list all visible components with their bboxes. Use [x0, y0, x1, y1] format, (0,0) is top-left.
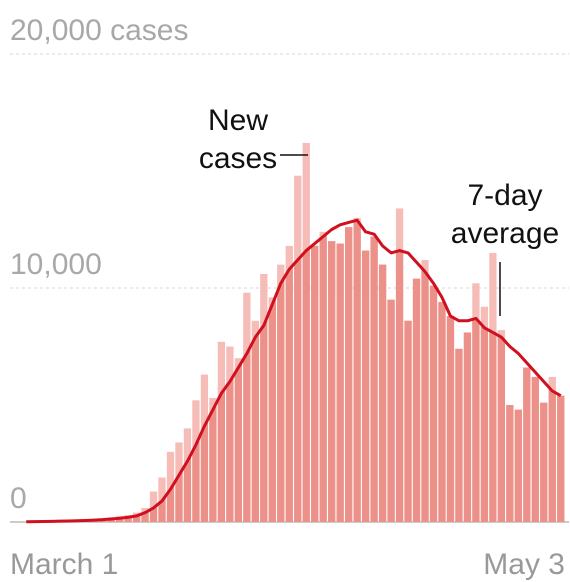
bar-below-average [226, 346, 234, 522]
bar-below-average [395, 220, 404, 522]
annotation: cases [199, 142, 277, 175]
bar-below-average [557, 395, 565, 522]
bar-below-average [319, 231, 327, 522]
bar-below-average [540, 402, 548, 522]
bar-below-average [200, 374, 209, 522]
bar-below-average [277, 264, 285, 522]
bar-below-average [370, 236, 378, 522]
bar-below-average [446, 316, 455, 522]
bar-below-average [506, 405, 514, 522]
bar-below-average [285, 245, 293, 522]
bars-below-average [22, 220, 565, 522]
bar-below-average [404, 320, 412, 522]
bar-below-average [209, 397, 217, 522]
bar-below-average [268, 297, 276, 522]
bar-below-average [243, 292, 251, 522]
annotation: 7-day [467, 179, 542, 212]
bar-below-average [336, 243, 344, 522]
y-tick-label: 10,000 [10, 248, 102, 281]
bar-below-average [523, 367, 531, 522]
bar-below-average [361, 250, 370, 522]
bar-below-average [480, 306, 489, 522]
bar-below-average [463, 332, 472, 522]
bar-below-average [497, 330, 506, 522]
bar-below-average [548, 376, 556, 522]
annotation: New [208, 104, 268, 137]
bar-below-average [260, 273, 268, 522]
bar-below-average [217, 341, 226, 522]
bar-below-average [412, 278, 421, 522]
bar-below-average [294, 220, 302, 522]
bar-below-average [183, 428, 192, 522]
average-line [26, 218, 562, 524]
bar-below-average [234, 358, 242, 522]
x-tick-label: March 1 [10, 548, 118, 581]
bar-below-average [251, 320, 259, 522]
annotation: average [451, 217, 559, 250]
bar-below-average [141, 507, 149, 522]
bar-below-average [514, 409, 522, 522]
bar-below-average [429, 285, 438, 522]
y-tick-label: 0 [10, 482, 27, 515]
bar-below-average [387, 299, 395, 522]
y-tick-label: 20,000 cases [10, 14, 188, 47]
bar-below-average [175, 442, 183, 522]
bar-below-average [302, 220, 310, 522]
bar-below-average [345, 227, 353, 522]
bar-below-average [353, 220, 361, 522]
x-tick-label: May 3 [483, 548, 565, 581]
bar-below-average [192, 400, 200, 522]
bar-below-average [489, 252, 497, 522]
bar-below-average [472, 283, 480, 522]
bar-below-average [328, 241, 336, 522]
bar-below-average [438, 302, 446, 522]
bar-below-average [378, 264, 387, 522]
bar-below-average [311, 245, 319, 522]
bar-below-average [531, 376, 539, 522]
bar-below-average [421, 259, 429, 522]
bar-below-average [455, 348, 463, 522]
